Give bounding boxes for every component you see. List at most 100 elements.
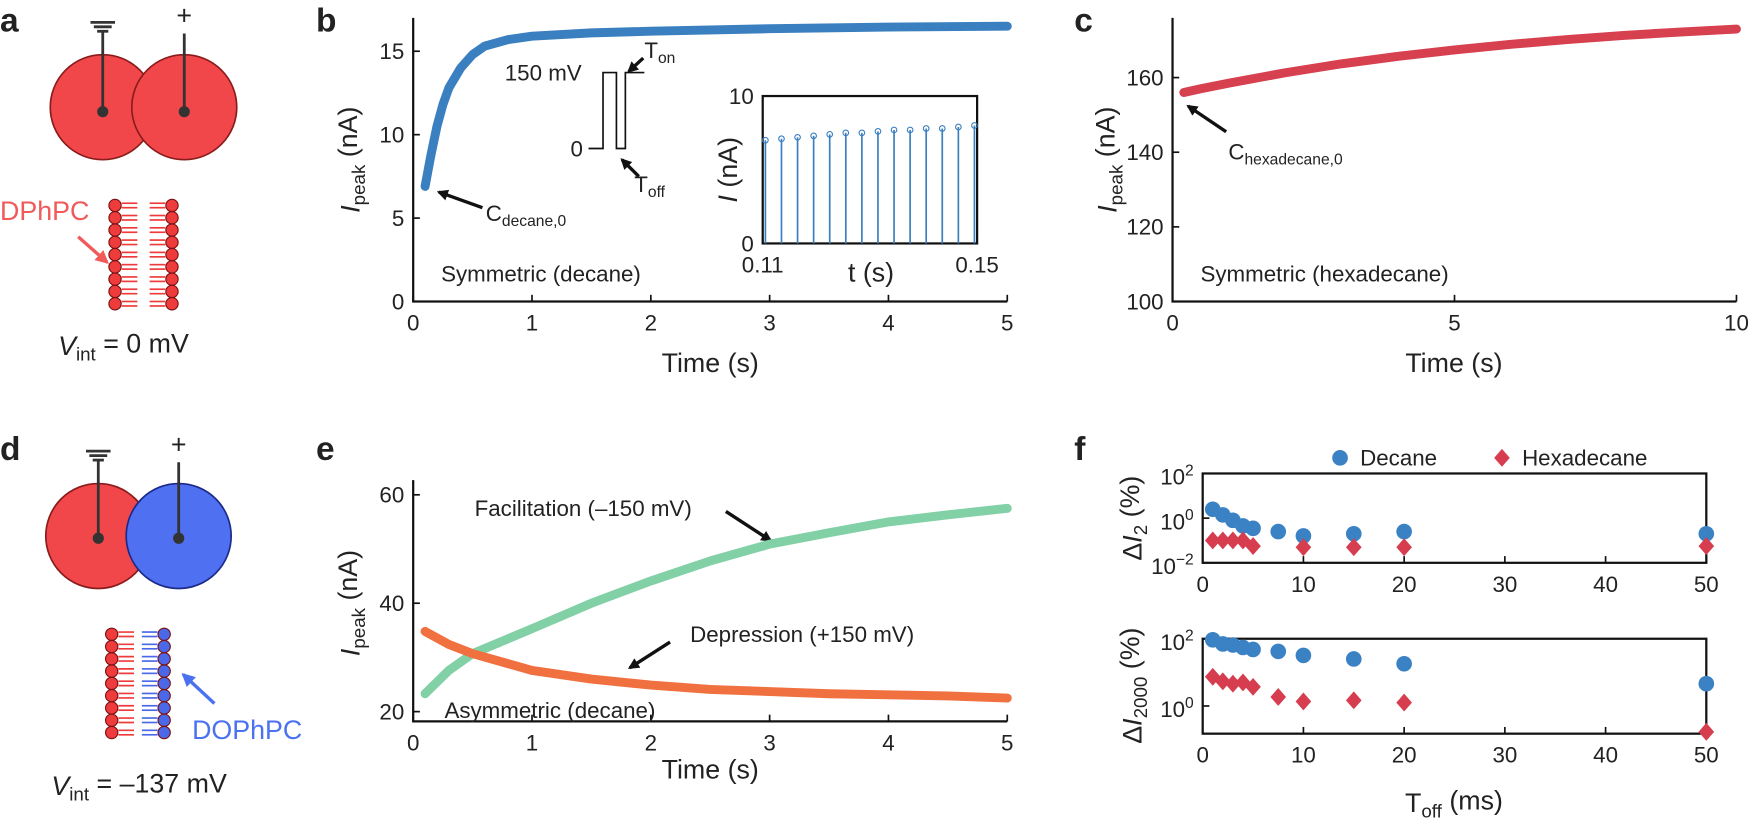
marker-diamond xyxy=(1225,674,1241,693)
text-part: V xyxy=(58,331,78,361)
voltage-label: Vint = 0 mV xyxy=(58,329,189,365)
pulse-label: 0 xyxy=(571,136,583,161)
text-part: T xyxy=(634,172,648,197)
x-tick-label: 2 xyxy=(645,311,657,336)
lipid-head xyxy=(165,223,179,237)
text-part: (%) xyxy=(1115,476,1145,525)
text-part: peak xyxy=(1105,164,1126,205)
marker-circle xyxy=(1270,523,1287,540)
y-tick-label: 20 xyxy=(379,699,404,724)
x-tick-label: 50 xyxy=(1694,572,1719,597)
lipid-head xyxy=(157,652,171,666)
x-tick-label: 10 xyxy=(1291,743,1316,768)
lipid-head xyxy=(157,713,171,727)
x-tick-label: 1 xyxy=(526,730,538,755)
tick-base: 10 xyxy=(1160,630,1185,655)
marker-diamond xyxy=(1215,672,1231,691)
x-axis-label: Toff (ms) xyxy=(1405,785,1503,821)
x-tick-label: 10 xyxy=(1724,311,1749,336)
x-tick-label: 0 xyxy=(1166,311,1178,336)
marker-diamond xyxy=(1215,531,1231,550)
x-tick-label: 4 xyxy=(882,311,894,336)
x-tick-label: 20 xyxy=(1392,743,1417,768)
marker-circle xyxy=(1295,528,1312,544)
tick-exponent: 2 xyxy=(1185,462,1194,479)
tick-exponent: 0 xyxy=(1185,507,1194,524)
x-tick-label: 0.11 xyxy=(742,252,784,277)
text-part: I xyxy=(1117,718,1147,726)
axes-frame xyxy=(761,94,979,245)
marker-diamond xyxy=(1295,692,1312,711)
stem-head xyxy=(874,128,882,135)
text-part: C xyxy=(1228,140,1244,165)
panel-label: c xyxy=(1074,2,1093,39)
axes-frame xyxy=(412,17,1008,303)
panel-label: e xyxy=(316,431,335,468)
marker-circle xyxy=(1345,525,1362,542)
lipid-head xyxy=(108,260,122,274)
y-tick-label: 160 xyxy=(1126,65,1163,90)
series-label: Depression (+150 mV) xyxy=(690,622,914,647)
plus-sign: + xyxy=(176,1,192,31)
y-tick-label: 100 xyxy=(1160,695,1194,722)
legend-marker xyxy=(1332,450,1348,466)
text-part: I xyxy=(1117,535,1147,543)
y-axis-label: ΔI2000 (%) xyxy=(1115,628,1151,744)
legend-marker xyxy=(1494,448,1510,467)
tick-base: 10 xyxy=(1160,465,1185,490)
stem-head xyxy=(762,136,769,144)
y-tick-label: 10 xyxy=(379,122,404,147)
lipid-head xyxy=(104,713,119,727)
text-part: I xyxy=(336,205,366,213)
text-part: (nA) xyxy=(333,550,363,608)
marker-diamond xyxy=(1698,722,1715,741)
y-tick-label: 60 xyxy=(379,483,404,508)
tick-exponent: −2 xyxy=(1176,552,1194,569)
text-part: Δ xyxy=(1117,726,1147,744)
x-tick-label: 40 xyxy=(1593,572,1618,597)
x-tick-label: 1 xyxy=(526,311,538,336)
text-part: (ms) xyxy=(1442,785,1503,815)
lipid-head xyxy=(104,627,119,641)
lipid-head xyxy=(108,211,122,225)
marker-diamond xyxy=(1245,677,1261,696)
lipid-head xyxy=(104,639,119,654)
data-line xyxy=(1179,24,1741,97)
lipid-head xyxy=(165,247,179,262)
text-part: (nA) xyxy=(333,107,363,165)
tick-base: 10 xyxy=(1160,697,1185,722)
y-tick-label: 102 xyxy=(1160,462,1194,489)
text-part: (nA) xyxy=(713,137,743,195)
text-part: I xyxy=(1093,205,1123,213)
x-tick-label: 30 xyxy=(1492,572,1517,597)
text-part: = –137 mV xyxy=(89,769,227,799)
marker-circle xyxy=(1295,647,1312,664)
y-tick-label: 0 xyxy=(741,231,753,256)
lipid-head xyxy=(104,725,119,740)
x-axis-label: Time (s) xyxy=(1405,348,1502,378)
annotation: Cdecane,0 xyxy=(486,201,567,230)
annotation: Chexadecane,0 xyxy=(1228,140,1343,169)
y-tick-label: 5 xyxy=(392,206,404,231)
x-tick-label: 30 xyxy=(1492,743,1517,768)
lipid-head xyxy=(108,284,122,299)
legend-label: Decane xyxy=(1360,446,1437,471)
data-line xyxy=(420,21,1012,191)
text-part: (nA) xyxy=(1090,107,1120,165)
lipid-head xyxy=(157,676,171,691)
marker-diamond xyxy=(1270,688,1287,706)
y-axis-label: Ipeak (nA) xyxy=(1090,107,1126,213)
legend-label: Hexadecane xyxy=(1522,446,1647,471)
text-part: peak xyxy=(348,607,369,648)
marker-diamond xyxy=(1396,538,1412,557)
marker-circle xyxy=(1396,523,1412,540)
lipid-head xyxy=(165,235,179,250)
lipid-head xyxy=(104,652,119,666)
y-tick-label: 15 xyxy=(379,39,404,64)
lipid-head xyxy=(104,701,119,715)
lipid-head xyxy=(157,725,171,740)
x-tick-label: 5 xyxy=(1448,311,1460,336)
y-tick-label: 10−2 xyxy=(1151,552,1194,579)
marker-diamond xyxy=(1345,691,1362,710)
x-tick-label: 0.15 xyxy=(955,252,998,277)
